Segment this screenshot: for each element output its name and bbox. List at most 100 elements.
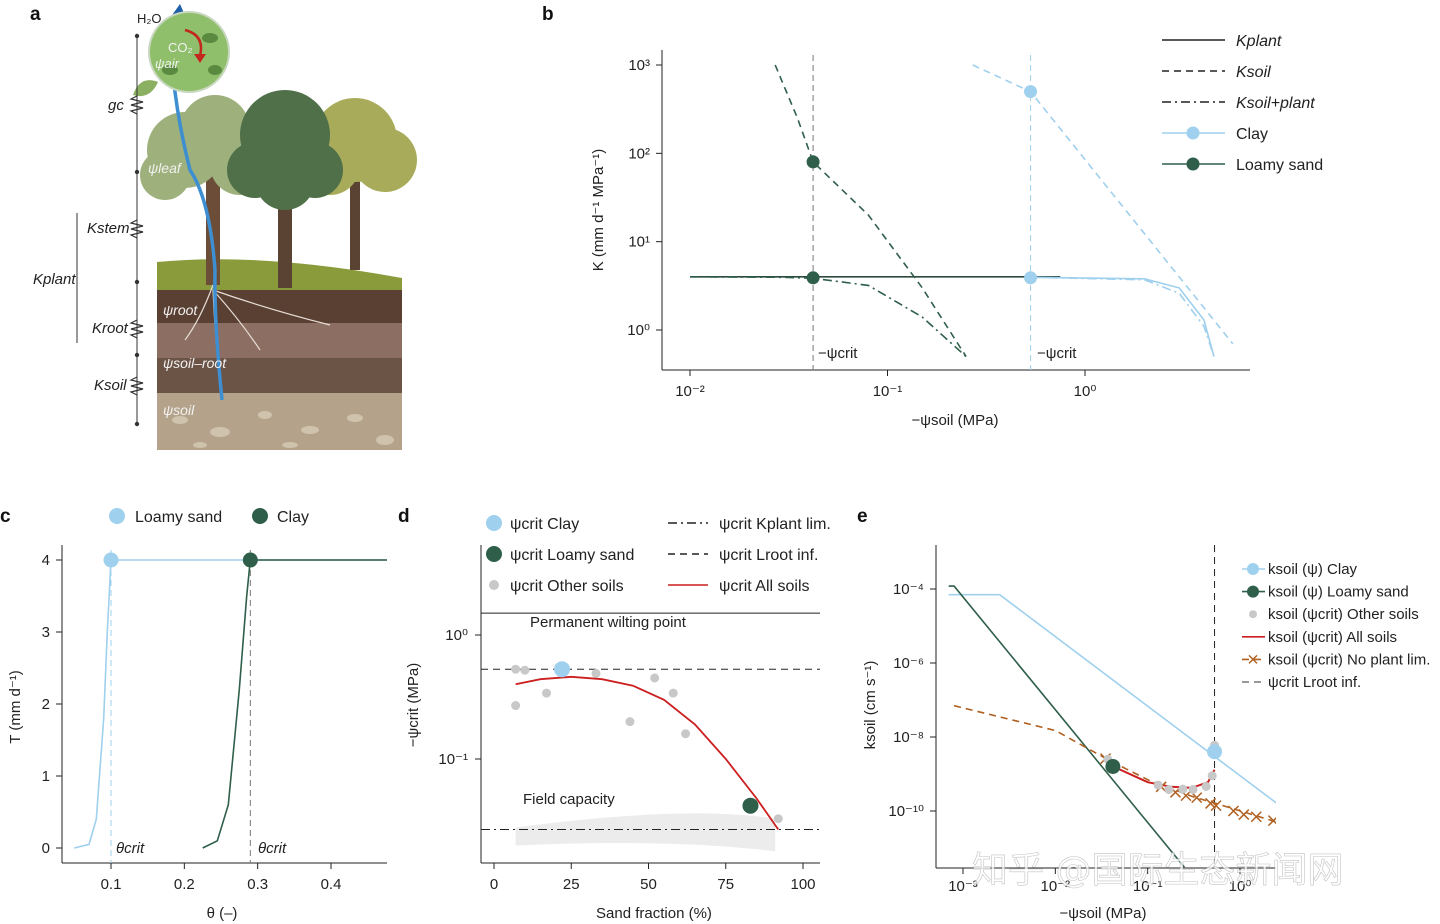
kplant-label: Kplant bbox=[33, 271, 76, 288]
c-ytick-label: 0 bbox=[42, 840, 50, 857]
e-point-clay bbox=[1207, 744, 1223, 760]
panel-c: c 0.1 0.2 0.3 0.4 0 1 2 3 4 T (mm d⁻¹) θ (–) θcr… bbox=[0, 506, 387, 922]
stomata-cells bbox=[162, 33, 222, 75]
c-thetacrit-annot-loamy: θcrit bbox=[116, 840, 145, 857]
d-point-clay bbox=[553, 661, 570, 678]
b-point-loamy-sand bbox=[806, 155, 820, 169]
e-marker-no-plant-lim bbox=[1191, 792, 1203, 804]
d-field-capacity-band bbox=[515, 813, 776, 852]
psi-air-label: ψair bbox=[155, 56, 180, 71]
tree-canopy-middle bbox=[227, 90, 343, 210]
c-xtick-label: 0.2 bbox=[174, 876, 195, 893]
c-legend: Loamy sand Clay bbox=[109, 508, 309, 526]
d-point-other-soil bbox=[511, 701, 521, 711]
gravel-layer bbox=[157, 393, 402, 450]
c-point-loamy-sand bbox=[103, 552, 119, 568]
psi-soil-label: ψsoil bbox=[163, 402, 195, 418]
tree-trunk-right bbox=[350, 170, 360, 270]
b-legend-label-ksoil-plant: Ksoil+plant bbox=[1236, 95, 1315, 112]
e-legend-marker-ksoil-crit-other-soils bbox=[1249, 610, 1257, 619]
subsoil-layer-2 bbox=[157, 358, 402, 393]
psi-root-label: ψroot bbox=[163, 302, 198, 318]
d-xtick-label: 25 bbox=[563, 876, 580, 893]
d-point-other-soil bbox=[511, 664, 521, 674]
e-ytick-label: 10⁻⁸ bbox=[893, 729, 924, 746]
panel-d: d 0 25 50 75 100 10⁰ 10⁻¹ −ψcrit (MPa) Sand fr… bbox=[398, 506, 831, 922]
b-xtick-label: 10⁻² bbox=[675, 383, 705, 400]
c-legend-marker-clay bbox=[252, 508, 268, 524]
b-ytick-label: 10⁰ bbox=[627, 322, 650, 339]
co2-arrow-icon bbox=[184, 28, 203, 57]
e-xlabel: −ψsoil (MPa) bbox=[1060, 905, 1147, 922]
b-legend-label-kplant: Kplant bbox=[1236, 33, 1282, 50]
c-xtick-label: 0.3 bbox=[247, 876, 268, 893]
e-legend-label-ksoil-crit-other-soils: ksoil (ψcrit) Other soils bbox=[1268, 606, 1419, 623]
d-xtick-label: 0 bbox=[490, 876, 498, 893]
e-legend-marker-ksoil-loamy-sand bbox=[1247, 585, 1259, 598]
e-legend-label-crit-lroot-inf: ψcrit Lroot inf. bbox=[1268, 674, 1361, 691]
e-point-other-soil bbox=[1178, 784, 1188, 794]
b-psicrit-annot-clay: −ψcrit bbox=[1037, 345, 1077, 362]
d-xtick-label: 50 bbox=[640, 876, 657, 893]
c-ytick-label: 2 bbox=[42, 696, 50, 713]
d-xtick-label: 100 bbox=[790, 876, 815, 893]
panel-b: b 10⁻² 10⁻¹ 10⁰ 10⁰ 10¹ 10² 10³ K (mm d⁻¹ MPa⁻… bbox=[542, 4, 1323, 429]
b-series-clay-kplant bbox=[1030, 276, 1215, 357]
c-ytick-label: 1 bbox=[42, 768, 50, 785]
b-psicrit-annot-loamy: −ψcrit bbox=[818, 345, 858, 362]
psi-soil-root-label: ψsoil–root bbox=[163, 355, 227, 371]
e-point-other-soil bbox=[1188, 785, 1198, 795]
panel-label-d: d bbox=[398, 506, 410, 527]
e-point-other-soil bbox=[1164, 785, 1174, 795]
d-legend: ψcrit Clay ψcrit Loamy sand ψcrit Other so… bbox=[486, 515, 831, 595]
e-legend-label-ksoil-crit-no-plant-lim: ksoil (ψcrit) No plant lim. bbox=[1268, 651, 1430, 668]
b-ylabel: K (mm d⁻¹ MPa⁻¹) bbox=[590, 149, 607, 272]
co2-label: CO₂ bbox=[168, 40, 193, 55]
h2o-label: H₂O bbox=[137, 11, 162, 26]
d-legend-label-crit-all-soils: ψcrit All soils bbox=[719, 578, 810, 595]
panel-label-b: b bbox=[542, 4, 554, 25]
b-series-ksoil-plant-loamy-sand bbox=[689, 275, 967, 358]
b-ytick-label: 10¹ bbox=[628, 234, 650, 251]
e-marker-no-plant-lim bbox=[1210, 800, 1222, 812]
co2-arrowhead-icon bbox=[194, 54, 206, 63]
c-xlabel: θ (–) bbox=[207, 905, 238, 922]
e-series-ksoil-loamy-sand bbox=[948, 585, 1186, 868]
panel-e: e 10⁻³ 10⁻² 10⁻¹ 10⁰ 10⁻⁴ 10⁻⁶ 10⁻⁸ 10⁻¹⁰ ksoil… bbox=[857, 506, 1430, 922]
b-xtick-label: 10⁰ bbox=[1074, 383, 1097, 400]
d-legend-label-crit-lroot-inf: ψcrit Lroot inf. bbox=[719, 547, 818, 564]
e-point-other-soil bbox=[1153, 780, 1163, 790]
d-ylabel: −ψcrit (MPa) bbox=[405, 663, 422, 747]
d-point-other-soil bbox=[668, 688, 678, 698]
e-legend-marker-ksoil-clay bbox=[1247, 563, 1259, 575]
panel-label-c: c bbox=[0, 506, 11, 527]
d-legend-label-crit-loamy-sand: ψcrit Loamy sand bbox=[510, 547, 634, 564]
resistor-symbols bbox=[129, 95, 144, 396]
e-legend-label-ksoil-loamy-sand: ksoil (ψ) Loamy sand bbox=[1268, 584, 1409, 601]
b-point-loamy-sand bbox=[806, 271, 820, 285]
roots bbox=[184, 284, 331, 396]
d-series-all-soils bbox=[515, 675, 780, 831]
d-legend-marker-crit-loamy-sand bbox=[486, 546, 502, 562]
subsoil-layer-1 bbox=[157, 323, 402, 358]
b-series-ksoil-clay bbox=[972, 64, 1234, 345]
d-legend-label-crit-clay: ψcrit Clay bbox=[510, 516, 579, 533]
e-xtick-label: 10⁰ bbox=[1229, 878, 1252, 895]
d-legend-marker-crit-clay bbox=[486, 515, 502, 531]
d-legend-label-crit-other-soils: ψcrit Other soils bbox=[510, 578, 624, 595]
d-pwp-annot: Permanent wilting point bbox=[530, 614, 687, 631]
c-thetacrit-annot-clay: θcrit bbox=[258, 840, 287, 857]
b-legend-marker-loamy-sand bbox=[1186, 157, 1200, 171]
e-marker-no-plant-lim bbox=[1267, 815, 1276, 827]
e-ytick-label: 10⁻⁴ bbox=[893, 581, 924, 598]
e-legend-label-ksoil-crit-all-soils: ksoil (ψcrit) All soils bbox=[1268, 629, 1397, 646]
d-point-loamy-sand bbox=[742, 797, 759, 814]
water-path bbox=[170, 59, 224, 401]
b-legend-marker-clay bbox=[1186, 126, 1200, 140]
b-point-clay bbox=[1024, 271, 1038, 285]
ksoil-label: Ksoil bbox=[94, 377, 127, 394]
leaf-icon bbox=[133, 80, 158, 97]
d-legend-label-crit-kplant-lim: ψcrit Kplant lim. bbox=[719, 516, 831, 533]
e-xtick-label: 10⁻³ bbox=[948, 878, 978, 895]
e-xtick-label: 10⁻¹ bbox=[1133, 878, 1163, 895]
